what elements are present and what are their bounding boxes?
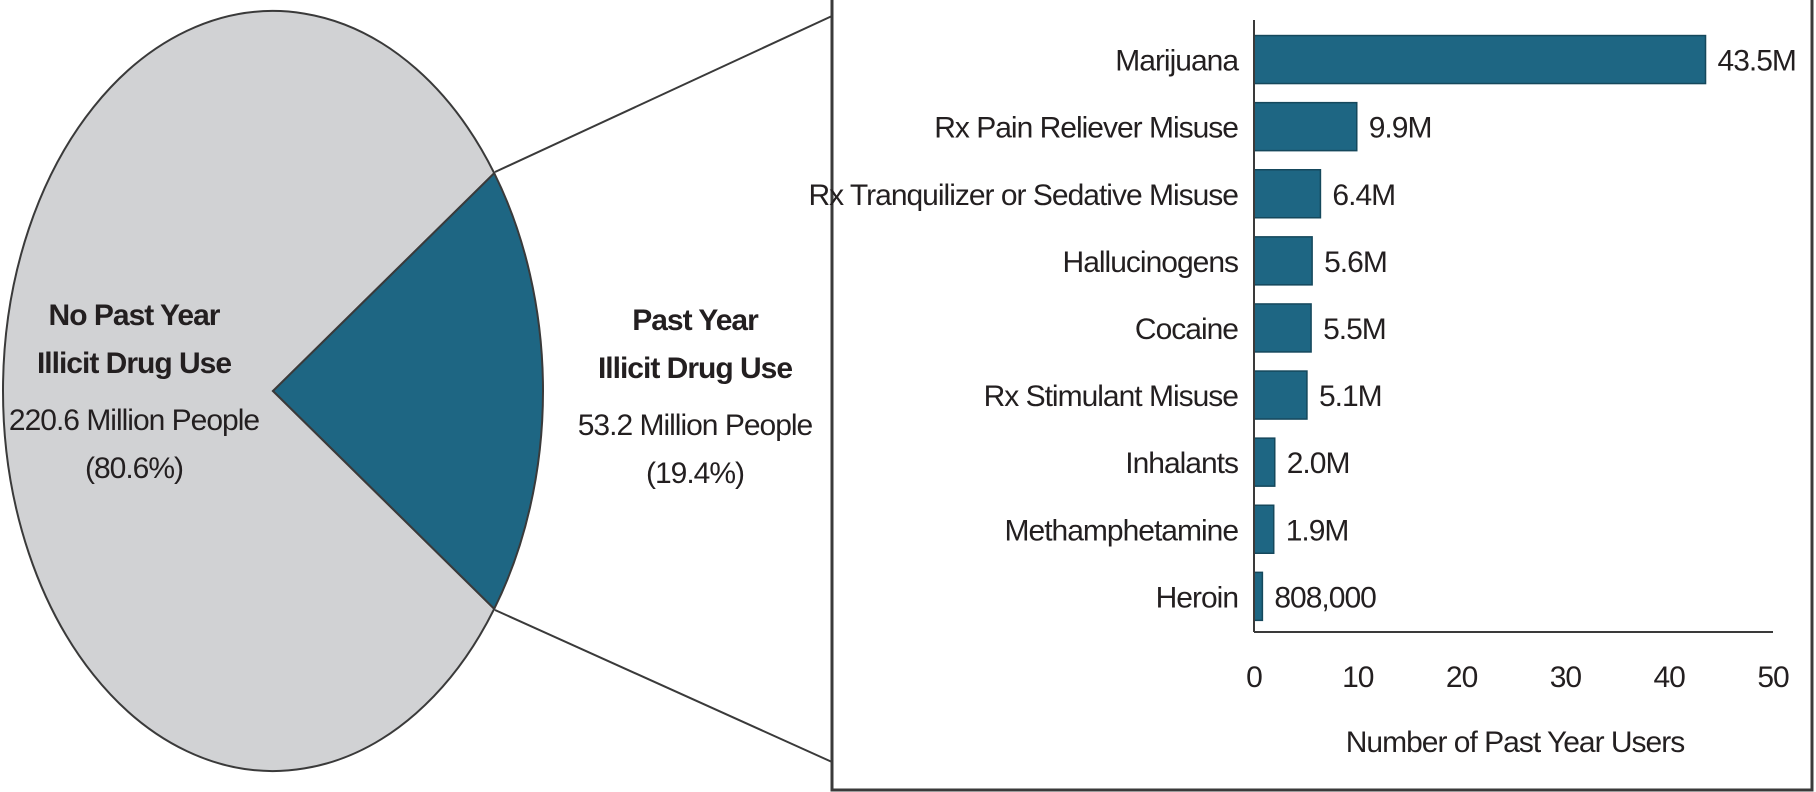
category-label-inhalants: Inhalants	[1125, 447, 1238, 480]
data-label-rx-pain-reliever-misuse: 9.9M	[1369, 112, 1432, 145]
data-label-rx-stimulant-misuse: 5.1M	[1319, 380, 1382, 413]
bar-inhalants	[1253, 437, 1276, 487]
pie-label-no-use-title-2: Illicit Drug Use	[37, 347, 231, 380]
bar-rx-stimulant-misuse	[1253, 370, 1308, 420]
data-label-heroin: 808,000	[1274, 581, 1376, 614]
pie-label-use-value: 53.2 Million People	[578, 409, 813, 442]
bar-marijuana	[1253, 34, 1707, 85]
pie-label-use-title-2: Illicit Drug Use	[598, 352, 792, 385]
x-tick-label-40: 40	[1654, 661, 1686, 694]
bar-chart: Marijuana 43.5M Rx Pain Reliever Misuse 9.9…	[808, 20, 1797, 694]
data-label-marijuana: 43.5M	[1718, 45, 1796, 78]
pie-slice-no-past-year-use	[2, 10, 496, 772]
x-tick-label-20: 20	[1446, 661, 1478, 694]
data-label-cocaine: 5.5M	[1323, 313, 1386, 346]
bar-rx-tranquilizer-or-sedative-misuse	[1253, 169, 1322, 219]
category-label-methamphetamine: Methamphetamine	[1005, 514, 1239, 547]
category-label-hallucinogens: Hallucinogens	[1063, 246, 1238, 279]
x-tick-label-50: 50	[1757, 661, 1789, 694]
pie-label-use-percent: (19.4%)	[646, 457, 744, 490]
data-label-hallucinogens: 5.6M	[1324, 246, 1387, 279]
data-label-inhalants: 2.0M	[1287, 447, 1350, 480]
connector-line-bottom	[494, 609, 833, 763]
bar-heroin	[1253, 571, 1264, 622]
category-label-rx-pain-reliever-misuse: Rx Pain Reliever Misuse	[934, 112, 1238, 145]
bar-cocaine	[1253, 303, 1312, 353]
pie-label-no-use-percent: (80.6%)	[85, 452, 183, 485]
pie-label-no-use-title-1: No Past Year	[49, 299, 221, 332]
data-label-rx-tranquilizer-or-sedative-misuse: 6.4M	[1332, 179, 1395, 212]
pie-chart: No Past Year Illicit Drug Use 220.6 Mill…	[2, 10, 814, 772]
connector-line-top	[494, 15, 833, 173]
x-tick-label-30: 30	[1550, 661, 1582, 694]
bar-rx-pain-reliever-misuse	[1253, 101, 1358, 152]
category-label-cocaine: Cocaine	[1135, 313, 1238, 346]
category-label-heroin: Heroin	[1156, 581, 1238, 614]
pie-label-use-title-1: Past Year	[632, 304, 759, 337]
category-label-rx-stimulant-misuse: Rx Stimulant Misuse	[984, 380, 1239, 413]
category-label-rx-tranquilizer-or-sedative-misuse: Rx Tranquilizer or Sedative Misuse	[808, 179, 1238, 212]
pie-label-no-use-value: 220.6 Million People	[9, 404, 259, 437]
x-tick-label-0: 0	[1246, 661, 1262, 694]
data-label-methamphetamine: 1.9M	[1286, 514, 1349, 547]
bar-hallucinogens	[1253, 236, 1313, 286]
pie-slice-past-year-use	[271, 171, 544, 611]
x-tick-label-10: 10	[1342, 661, 1374, 694]
x-axis-title: Number of Past Year Users	[1346, 726, 1685, 759]
bar-methamphetamine	[1253, 504, 1275, 554]
category-label-marijuana: Marijuana	[1115, 45, 1239, 78]
